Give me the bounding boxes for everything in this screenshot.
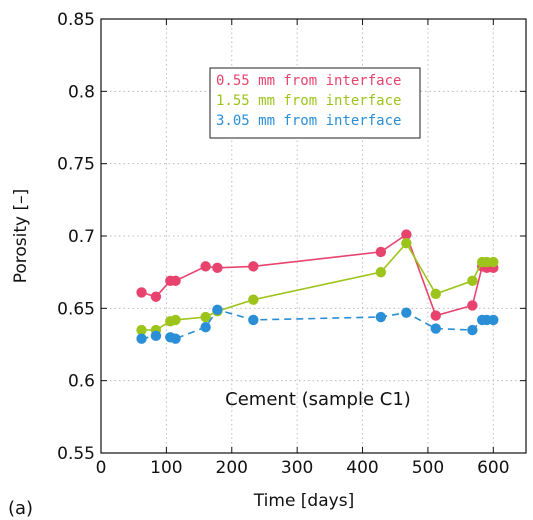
x-tick-label: 0 (96, 458, 107, 478)
y-axis-label: Porosity [–] (11, 189, 31, 284)
data-point (136, 324, 147, 336)
data-point (200, 311, 211, 323)
series-layer (136, 229, 499, 344)
data-point (248, 294, 259, 305)
data-point (430, 288, 441, 300)
data-point (467, 300, 478, 311)
x-tick-label: 300 (281, 458, 313, 478)
data-point (375, 311, 387, 323)
y-tick-label: 0.8 (68, 82, 95, 102)
annotation-text: Cement (sample C1) (225, 389, 411, 410)
legend-box (209, 67, 421, 139)
data-point (430, 310, 441, 321)
data-point (170, 275, 181, 287)
data-point (248, 261, 259, 272)
y-tick-label: 0.55 (57, 444, 95, 464)
x-tick-label: 200 (216, 458, 248, 478)
data-point (467, 324, 478, 336)
data-point (248, 314, 259, 326)
y-tick-label: 0.6 (68, 372, 95, 392)
data-point (200, 321, 211, 333)
x-tick-label: 600 (477, 458, 509, 478)
x-tick-label: 500 (412, 458, 444, 478)
data-point (375, 246, 387, 258)
data-point (170, 333, 181, 344)
y-tick-label: 0.7 (68, 227, 95, 247)
data-point (401, 238, 412, 249)
data-point (150, 291, 162, 302)
legend: 0.55 mm from interface 1.55 mm from inter… (209, 67, 421, 139)
data-point (375, 266, 387, 278)
y-tick-label: 0.75 (57, 155, 95, 175)
panel-label: (a) (8, 498, 33, 519)
x-tick-label: 100 (150, 458, 182, 478)
y-tick-label: 0.85 (57, 10, 95, 30)
series-3 (136, 304, 499, 344)
data-point (488, 256, 499, 268)
legend-entry: 3.05 mm from interface (216, 113, 401, 129)
data-point (136, 287, 147, 298)
data-point (212, 304, 223, 315)
data-point (401, 229, 412, 240)
data-point (430, 323, 441, 334)
data-point (150, 330, 162, 342)
x-axis-label: Time [days] (253, 491, 354, 511)
legend-entry: 1.55 mm from interface (216, 93, 401, 109)
data-point (467, 275, 478, 287)
legend-entry: 0.55 mm from interface (216, 73, 401, 89)
data-point (401, 307, 412, 318)
axes-layer: 0 100 200 300 400 500 600 0.55 0.6 0.65 0.7 0.75 0.8… (57, 10, 527, 478)
data-point (136, 333, 147, 344)
data-point (200, 261, 211, 272)
x-tick-label: 400 (346, 458, 378, 478)
data-point (170, 314, 181, 326)
data-point (212, 262, 223, 274)
data-point (488, 314, 499, 326)
y-tick-label: 0.65 (57, 299, 95, 319)
